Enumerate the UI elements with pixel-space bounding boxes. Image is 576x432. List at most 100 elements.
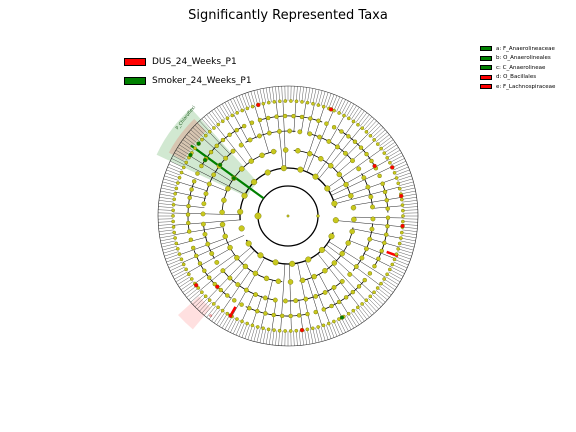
node-level3 [299, 277, 306, 284]
node-level4 [361, 175, 367, 181]
node-level3 [270, 148, 277, 155]
leaf-branch [296, 330, 298, 346]
leaf-branch [224, 316, 233, 330]
leaf-branch [380, 139, 394, 149]
node-smoker-biomarker [339, 315, 345, 320]
node-leaf [200, 137, 204, 142]
node-level2 [318, 246, 325, 253]
node-level3 [275, 278, 282, 284]
branch [333, 177, 397, 201]
leaf-branch [171, 266, 185, 274]
node-leaf [177, 175, 182, 180]
branch [254, 105, 270, 153]
leaf-branch [269, 329, 272, 345]
branch [178, 181, 208, 192]
node-leaf [181, 165, 186, 170]
node-leaf [396, 181, 401, 186]
leaf-branch [336, 320, 343, 334]
node-level4 [339, 278, 345, 284]
branch [226, 118, 253, 161]
node-level4 [201, 201, 207, 207]
node-leaf [382, 277, 386, 281]
node-level1 [316, 214, 320, 218]
leaf-branch [348, 313, 357, 327]
node-level5 [212, 281, 217, 287]
leaf-branch [201, 301, 212, 314]
leaf-branch [389, 269, 404, 277]
branch [337, 140, 375, 173]
branch [194, 254, 235, 284]
leaf-branch [216, 312, 226, 325]
node-leaf [311, 101, 315, 106]
leaf-branch [346, 103, 355, 117]
node-leaf [392, 171, 397, 175]
node-level5 [313, 309, 318, 315]
branch [275, 101, 284, 169]
node-leaf [347, 116, 351, 121]
legend-swatch-dus [124, 57, 146, 66]
branch [318, 127, 362, 180]
leaf-branch [180, 281, 194, 291]
leaf-branch [395, 256, 410, 263]
node-level4 [365, 184, 371, 190]
node-leaf [385, 156, 390, 160]
node-leaf [220, 308, 225, 313]
key-swatch-c [480, 65, 492, 71]
leaf-branch [348, 105, 357, 119]
leaf-branch [366, 120, 377, 132]
leaf-branch [175, 274, 189, 283]
node-leaf [316, 103, 321, 107]
node-level2 [312, 173, 319, 180]
leaf-branch [174, 152, 188, 161]
leaf-branch [167, 259, 182, 266]
node-level5 [291, 113, 296, 119]
leaf-branch [401, 232, 417, 235]
leaf-branch [241, 323, 248, 338]
branch [305, 260, 330, 324]
node-level4 [307, 131, 313, 137]
node-level4 [206, 181, 212, 187]
node-level5 [352, 139, 358, 144]
node-leaf [289, 99, 293, 103]
leaf-branch [397, 175, 412, 181]
node-leaf [184, 160, 189, 165]
leaf-branch [362, 303, 372, 316]
leaf-branch [304, 329, 307, 345]
leaf-branch [377, 287, 390, 298]
node-level4 [343, 150, 348, 156]
class-legend: DUS_24_Weeks_P1 Smoker_24_Weeks_P1 [124, 52, 252, 90]
node-level5 [189, 187, 194, 192]
leaf-branch [186, 134, 199, 145]
leaf-branch [158, 203, 174, 206]
node-level3 [348, 193, 354, 199]
branch [174, 226, 223, 235]
leaf-branch [247, 92, 253, 107]
branch [200, 246, 252, 291]
node-level3 [219, 221, 226, 228]
node-leaf [372, 138, 376, 142]
leaf-branch [158, 224, 174, 226]
branch [315, 121, 355, 177]
node-smoker-biomarker [196, 141, 201, 146]
node-level5 [255, 308, 260, 314]
branch [213, 266, 246, 305]
leaf-branch [382, 281, 396, 291]
node-level5 [369, 158, 374, 164]
node-leaf [235, 111, 239, 115]
node-level5 [329, 303, 334, 309]
node-leaf [179, 257, 184, 262]
branch [328, 241, 386, 278]
node-dus-biomarker [372, 163, 377, 169]
node-leaf [283, 329, 287, 333]
leaf-branch [309, 328, 314, 344]
node-leaf [379, 146, 383, 151]
node-leaf [173, 236, 177, 240]
leaf-branch [256, 327, 261, 343]
leaf-branch [272, 86, 275, 102]
leaf-branch [208, 307, 219, 320]
leaf-branch [315, 89, 320, 105]
branch [349, 240, 395, 259]
leaf-branch [318, 90, 323, 106]
leaf-branch [385, 276, 399, 285]
node-level5 [202, 268, 207, 273]
